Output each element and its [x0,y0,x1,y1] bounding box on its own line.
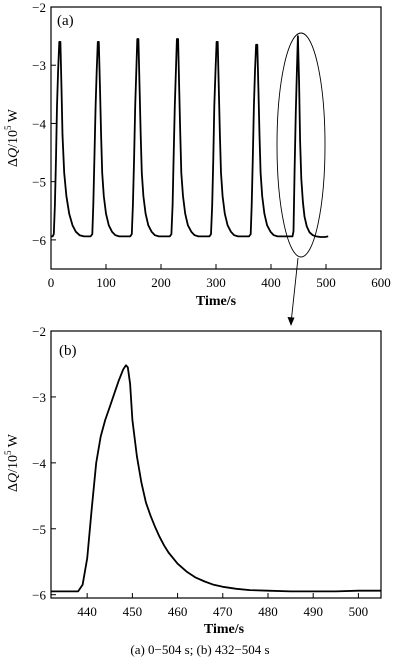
panel-a-y-axis-label: ΔQ/105 W [3,108,21,167]
panel-a-x-tick-label: 400 [261,275,281,290]
panel-b-x-tick-label: 460 [168,604,188,619]
panel-a-x-tick-label: 0 [48,275,55,290]
panel-a-y-tick-label: −3 [32,58,46,73]
panel-b-y-tick-label: −4 [32,456,46,471]
panel-a-x-tick-label: 200 [151,275,171,290]
panel-a-y-axis-unit-exp: 5 [3,125,13,130]
panel-a-x-ticks: 0 100 200 300 400 500 600 [48,264,391,290]
panel-a-x-tick-label: 100 [96,275,116,290]
panel-a-x-tick-label: 300 [206,275,226,290]
panel-a-y-ticks: −6 −5 −4 −3 −2 [32,0,56,248]
panel-b-x-tick-label: 440 [77,604,97,619]
panel-b: (b) 440 450 460 470 480 490 500 −6 −5 −4 −3 −2 Tim… [3,324,382,637]
panel-b-x-tick-label: 450 [123,604,143,619]
panel-b-x-tick-label: 470 [213,604,233,619]
panel-b-y-axis-unit-suffix: W [6,433,21,450]
panel-b-x-tick-label: 500 [349,604,369,619]
zoom-connector-arrow [287,257,299,326]
panel-b-y-axis-label: ΔQ/105 W [3,433,21,492]
panel-a-y-tick-label: −6 [32,233,46,248]
panel-b-x-ticks: 440 450 460 470 480 490 500 [77,593,368,619]
panel-b-x-tick-label: 480 [258,604,278,619]
panel-b-x-axis-label: Time/s [204,622,245,637]
panel-a-y-axis-unit-suffix: W [6,108,21,125]
panel-a-y-tick-label: −2 [32,0,46,15]
panel-b-y-axis-var: Q [6,473,21,483]
zoom-highlight-ellipse [276,32,326,258]
panel-a-series-line [51,35,329,238]
panel-a-y-axis-prefix: Δ [6,158,21,167]
panel-a-y-axis-unit-base: /10 [6,130,21,148]
panel-b-y-axis-prefix: Δ [6,483,21,492]
panel-a-label: (a) [57,13,74,29]
panel-b-y-ticks: −6 −5 −4 −3 −2 [32,324,56,603]
panel-a: (a) 0 100 200 300 400 500 600 −6 −5 −4 −3 −2 Time/… [3,0,391,309]
panel-a-x-axis-label: Time/s [196,294,237,309]
panel-b-y-tick-label: −2 [32,324,46,339]
panel-b-y-axis-unit-exp: 5 [3,450,13,455]
panel-a-y-tick-label: −5 [32,175,46,190]
panel-a-y-tick-label: −4 [32,116,46,131]
panel-b-label: (b) [59,343,77,359]
panel-a-y-axis-var: Q [6,148,21,158]
panel-b-series-line [51,364,381,593]
panel-b-plot-frame [50,330,382,599]
panel-a-x-tick-label: 500 [316,275,336,290]
figure-caption: (a) 0−504 s; (b) 432−504 s [130,642,269,657]
panel-b-y-tick-label: −3 [32,390,46,405]
panel-a-x-tick-label: 600 [371,275,391,290]
panel-b-y-tick-label: −6 [32,588,46,603]
panel-b-y-axis-unit-base: /10 [6,455,21,473]
panel-b-y-tick-label: −5 [32,522,46,537]
panel-b-x-tick-label: 490 [303,604,323,619]
